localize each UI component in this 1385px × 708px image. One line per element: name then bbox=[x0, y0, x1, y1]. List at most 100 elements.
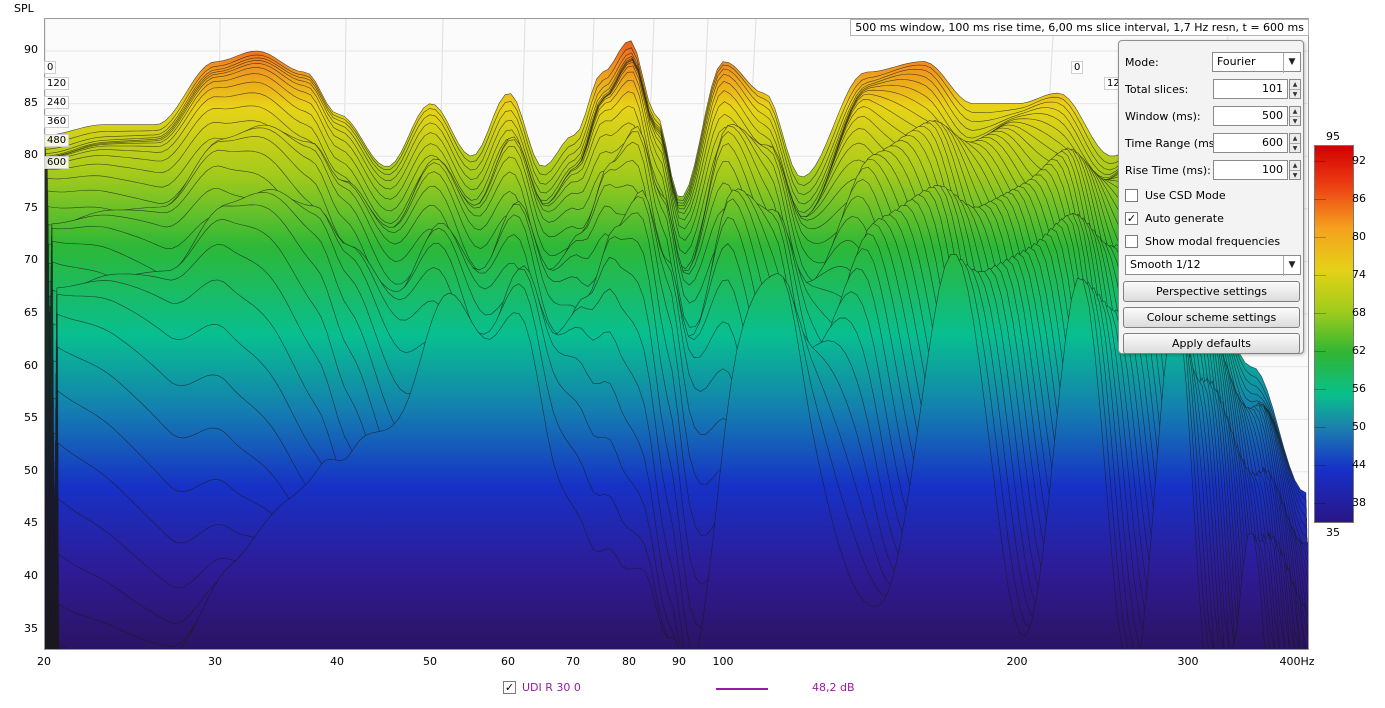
legend-line-swatch bbox=[716, 688, 768, 690]
window-row: Window (ms): 500 ▲ ▼ bbox=[1125, 106, 1301, 128]
total-slices-spinner[interactable]: ▲ ▼ bbox=[1289, 79, 1301, 99]
x-tick-label: 300 bbox=[1177, 655, 1199, 668]
time-label-left: 360 bbox=[44, 115, 70, 128]
colorbar-tick-label: 62 bbox=[1352, 344, 1366, 357]
total-slices-input[interactable]: 101 bbox=[1213, 79, 1288, 99]
y-tick-label: 60 bbox=[24, 358, 38, 372]
y-tick-label: 90 bbox=[24, 43, 38, 56]
x-tick-label: 90 bbox=[672, 655, 686, 668]
colorbar-tick bbox=[1314, 275, 1326, 276]
colorbar-tick bbox=[1314, 427, 1326, 428]
use-csd-row: Use CSD Mode bbox=[1125, 187, 1301, 205]
legend-checkbox[interactable]: ✓ bbox=[503, 681, 516, 694]
y-tick-label: 50 bbox=[24, 463, 38, 477]
rise-time-input[interactable]: 100 bbox=[1213, 160, 1288, 180]
waterfall-settings-panel: Mode: Fourier ▼ Total slices: 101 ▲ ▼ Win… bbox=[1118, 40, 1304, 354]
x-tick-label: 30 bbox=[208, 655, 222, 668]
legend-value: 48,2 dB bbox=[812, 681, 855, 694]
colorbar-tick-label: 56 bbox=[1352, 382, 1366, 395]
colorbar-tick bbox=[1314, 199, 1326, 200]
use-csd-label: Use CSD Mode bbox=[1145, 189, 1226, 202]
time-label-left: 240 bbox=[44, 96, 70, 109]
legend-series-name[interactable]: UDI R 30 0 bbox=[522, 681, 581, 694]
legend: ✓ UDI R 30 0 48,2 dB bbox=[0, 678, 1385, 698]
colorbar-tick-label: 92 bbox=[1352, 154, 1366, 167]
show-modal-row: Show modal frequencies bbox=[1125, 233, 1301, 251]
time-range-spinner[interactable]: ▲ ▼ bbox=[1289, 133, 1301, 153]
colorbar-top-label: 95 bbox=[1326, 130, 1340, 143]
mode-label: Mode: bbox=[1125, 56, 1159, 69]
spin-down-icon[interactable]: ▼ bbox=[1290, 89, 1300, 98]
x-tick-label: 50 bbox=[423, 655, 437, 668]
x-tick-label: 60 bbox=[501, 655, 515, 668]
spin-up-icon[interactable]: ▲ bbox=[1292, 135, 1298, 142]
smoothing-select[interactable]: Smooth 1/12 ▼ bbox=[1125, 255, 1301, 276]
use-csd-checkbox[interactable] bbox=[1125, 189, 1138, 202]
x-tick-label: 400Hz bbox=[1279, 655, 1315, 668]
smoothing-row: Smooth 1/12 ▼ bbox=[1125, 255, 1301, 277]
x-tick-label: 200 bbox=[1006, 655, 1028, 668]
spin-up-icon[interactable]: ▲ bbox=[1292, 81, 1298, 88]
colour-scale-bar bbox=[1314, 145, 1354, 523]
spin-down-icon[interactable]: ▼ bbox=[1290, 143, 1300, 152]
colorbar-tick bbox=[1314, 313, 1326, 314]
time-label-right: 0 bbox=[1071, 61, 1084, 74]
colorbar-tick bbox=[1314, 503, 1326, 504]
total-slices-label: Total slices: bbox=[1125, 83, 1189, 96]
time-label-left: 120 bbox=[44, 77, 70, 90]
colorbar-tick-label: 50 bbox=[1352, 420, 1366, 433]
window-spinner[interactable]: ▲ ▼ bbox=[1289, 106, 1301, 126]
colour-scheme-settings-button[interactable]: Colour scheme settings bbox=[1123, 307, 1300, 328]
chevron-down-icon[interactable]: ▼ bbox=[1283, 256, 1300, 276]
colorbar-tick-label: 38 bbox=[1352, 496, 1366, 509]
time-range-input[interactable]: 600 bbox=[1213, 133, 1288, 153]
show-modal-checkbox[interactable] bbox=[1125, 235, 1138, 248]
window-input[interactable]: 500 bbox=[1213, 106, 1288, 126]
spin-up-icon[interactable]: ▲ bbox=[1292, 108, 1298, 115]
y-tick-label: 55 bbox=[24, 411, 38, 425]
time-label-left: 480 bbox=[44, 134, 70, 147]
y-tick-label: 35 bbox=[24, 621, 38, 635]
x-tick-label: 70 bbox=[566, 655, 580, 668]
spin-up-icon[interactable]: ▲ bbox=[1292, 162, 1298, 169]
colorbar-tick-label: 74 bbox=[1352, 268, 1366, 281]
colorbar-bottom-label: 35 bbox=[1326, 526, 1340, 539]
chevron-down-icon[interactable]: ▼ bbox=[1283, 53, 1300, 73]
y-tick-label: 70 bbox=[24, 253, 38, 267]
y-tick-label: 65 bbox=[24, 306, 38, 319]
total-slices-row: Total slices: 101 ▲ ▼ bbox=[1125, 79, 1301, 101]
time-label-left: 600 bbox=[44, 156, 70, 169]
rise-time-row: Rise Time (ms): 100 ▲ ▼ bbox=[1125, 160, 1301, 182]
time-label-left: 0 bbox=[44, 61, 57, 74]
y-tick-label: 40 bbox=[24, 569, 38, 582]
colorbar-tick bbox=[1314, 465, 1326, 466]
x-tick-label: 20 bbox=[37, 655, 51, 668]
waterfall-slice bbox=[58, 254, 1268, 649]
perspective-settings-button[interactable]: Perspective settings bbox=[1123, 281, 1300, 302]
mode-select[interactable]: Fourier ▼ bbox=[1212, 52, 1301, 73]
mode-row: Mode: Fourier ▼ bbox=[1125, 52, 1301, 74]
auto-generate-checkbox[interactable]: ✓ bbox=[1125, 212, 1138, 225]
spin-down-icon[interactable]: ▼ bbox=[1290, 116, 1300, 125]
show-modal-label: Show modal frequencies bbox=[1145, 235, 1281, 248]
y-tick-label: 80 bbox=[24, 148, 38, 162]
spin-down-icon[interactable]: ▼ bbox=[1290, 170, 1300, 179]
waterfall-surface bbox=[45, 40, 1308, 649]
colorbar-tick bbox=[1314, 237, 1326, 238]
y-tick-label: 45 bbox=[24, 516, 38, 530]
x-tick-label: 40 bbox=[330, 655, 344, 668]
auto-generate-row: ✓ Auto generate bbox=[1125, 210, 1301, 228]
colorbar-tick-label: 44 bbox=[1352, 458, 1366, 471]
time-range-row: Time Range (ms): 600 ▲ ▼ bbox=[1125, 133, 1301, 155]
colorbar-tick bbox=[1314, 161, 1326, 162]
colorbar-tick-label: 80 bbox=[1352, 230, 1366, 243]
colorbar-tick-label: 68 bbox=[1352, 306, 1366, 319]
smoothing-value: Smooth 1/12 bbox=[1130, 258, 1201, 271]
x-tick-label: 80 bbox=[622, 655, 636, 668]
apply-defaults-button[interactable]: Apply defaults bbox=[1123, 333, 1300, 354]
y-tick-label: 85 bbox=[24, 95, 38, 109]
info-text: 500 ms window, 100 ms rise time, 6,00 ms… bbox=[850, 19, 1309, 36]
rise-time-spinner[interactable]: ▲ ▼ bbox=[1289, 160, 1301, 180]
waterfall-plot[interactable] bbox=[44, 18, 1309, 650]
colorbar-tick bbox=[1314, 351, 1326, 352]
